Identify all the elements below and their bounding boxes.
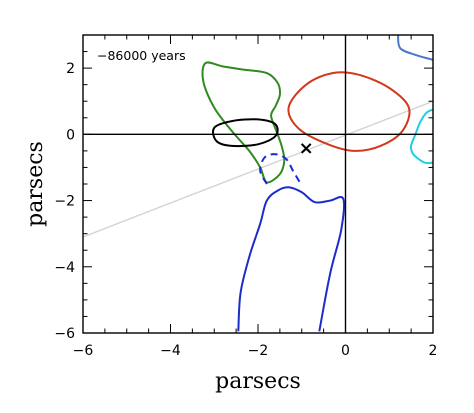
series-line-1 [201,61,286,184]
tick-labels: −6 −4 −2 0 2 −6 −4 −2 0 2 [54,61,437,359]
diagonal-line [83,100,433,238]
series-line-5 [237,186,346,332]
x-tick-label: 0 [341,343,350,359]
y-tick-label: 2 [66,61,75,77]
series-line-4 [259,153,303,187]
data-layer [83,35,433,332]
y-axis-title: parsecs [23,141,48,227]
ticks [82,34,434,334]
reference-lines [83,35,433,333]
marker-symbol: × [299,138,314,159]
series-line-7 [397,35,433,61]
x-tick-label: −2 [248,343,269,359]
series-line-2 [212,118,279,148]
y-tick-label: −2 [54,194,75,210]
series-line-6 [410,108,433,165]
x-axis-title: parsecs [215,369,301,394]
plot-frame [82,34,434,334]
x-tick-label: −4 [160,343,181,359]
y-tick-label: −4 [54,260,75,276]
y-tick-label: 0 [66,127,75,143]
y-tick-label: −6 [54,326,75,342]
x-tick-label: −6 [73,343,94,359]
series-line-3 [287,71,411,152]
x-tick-label: 2 [429,343,438,359]
annotation-text: −86000 years [97,48,186,63]
